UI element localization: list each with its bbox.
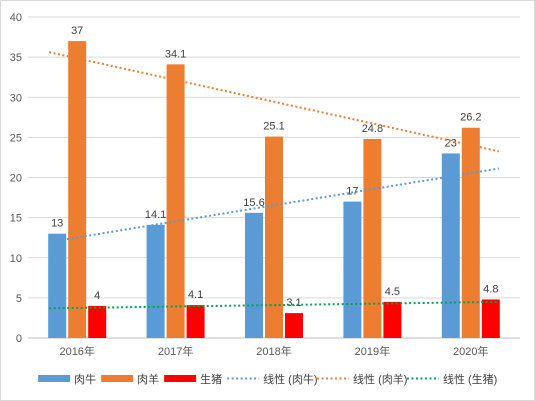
trendline-2 [49,300,499,310]
legend-label: 线性 (生猪) [443,372,497,386]
y-tick-label: 35 [10,52,22,64]
data-label: 13 [51,218,63,230]
y-tick-label: 15 [10,213,22,225]
y-tick-label: 0 [16,333,22,345]
y-tick-label: 30 [10,92,22,104]
data-label: 4.8 [483,283,498,295]
data-label: 4.5 [385,286,400,298]
data-label: 34.1 [165,48,186,60]
data-label: 24.8 [362,123,383,135]
legend-swatch [101,375,134,382]
bar-2-4 [481,299,500,338]
bar-1-3 [363,138,382,338]
bar-1-0 [68,41,87,338]
bar-2-2 [285,313,303,338]
x-tick-label: 2019年 [355,344,390,358]
bar-0-0 [48,233,67,338]
bar-1-4 [461,127,480,339]
bar-0-4 [441,153,460,338]
x-tick-label: 2017年 [158,344,193,358]
bar-0-2 [245,212,263,338]
y-tick-label: 20 [10,173,22,185]
y-tick-label: 25 [10,132,22,144]
bar-2-1 [186,305,205,338]
data-label: 26.2 [460,112,481,124]
y-tick-label: 10 [10,253,22,265]
data-label: 3.1 [286,297,301,309]
x-tick-label: 2020年 [453,344,488,358]
bar-1-1 [166,64,185,338]
bar-1-2 [265,136,283,338]
legend-swatch [164,375,197,382]
y-tick-label: 40 [10,12,22,24]
data-label: 25.1 [263,121,284,133]
bar-2-3 [383,301,402,338]
x-tick-label: 2018年 [256,344,291,358]
legend-label: 肉羊 [137,372,159,386]
x-tick-label: 2016年 [59,344,94,358]
data-label: 15.6 [243,197,264,209]
legend-swatch [38,375,71,382]
data-label: 37 [71,25,83,37]
trendline-1 [48,51,500,153]
data-label: 14.1 [145,209,166,221]
bar-0-1 [146,224,165,338]
trendline-0 [49,167,499,244]
legend-label: 线性 (肉牛) [263,372,317,386]
y-tick-label: 5 [16,293,22,305]
legend-label: 生猪 [200,372,222,386]
data-label: 4 [94,290,100,302]
bar-0-3 [343,201,362,338]
data-label: 4.1 [188,289,203,301]
legend-label: 肉牛 [74,372,96,386]
bar-2-0 [88,305,107,338]
legend-label: 线性 (肉羊) [353,372,407,386]
